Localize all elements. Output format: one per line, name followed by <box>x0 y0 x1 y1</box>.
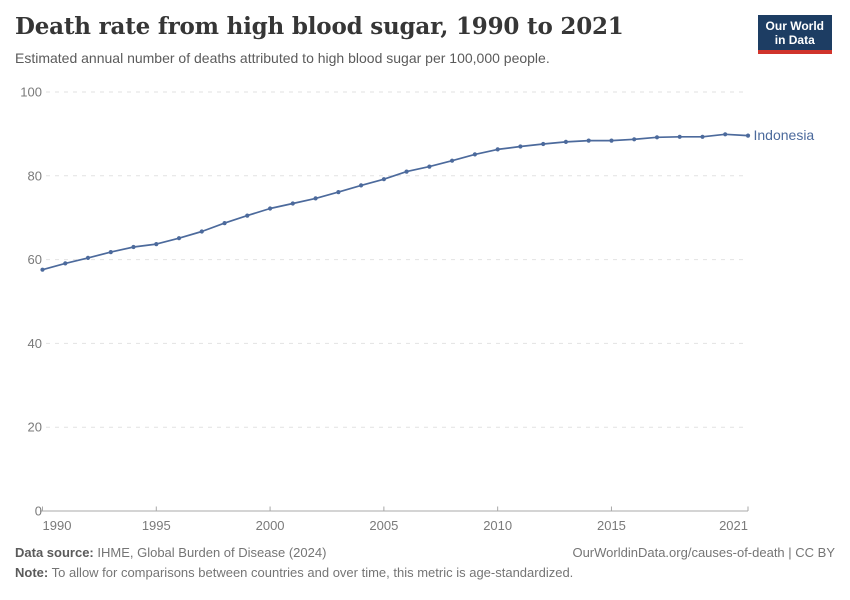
data-point <box>131 244 136 250</box>
y-tick-label: 40 <box>28 336 42 351</box>
data-line <box>41 133 749 271</box>
data-point <box>176 236 182 241</box>
y-tick-label: 20 <box>28 420 42 435</box>
x-tick-label: 1995 <box>142 518 171 533</box>
data-point <box>495 147 500 152</box>
note-text: To allow for comparisons between countri… <box>48 565 574 580</box>
owid-logo-line1: Our World <box>765 19 824 33</box>
data-point <box>381 177 386 182</box>
data-point <box>63 261 68 266</box>
data-point <box>222 221 227 226</box>
data-point <box>268 206 273 211</box>
data-point <box>541 141 546 147</box>
data-point <box>108 250 113 255</box>
chart-note: Note: To allow for comparisons between c… <box>15 565 835 580</box>
data-point <box>632 137 637 142</box>
data-point <box>290 201 295 206</box>
x-tick-label: 2000 <box>256 518 285 533</box>
data-point <box>427 164 432 169</box>
data-point <box>313 196 318 201</box>
data-point <box>472 152 477 157</box>
data-point <box>40 267 45 272</box>
y-tick-label: 80 <box>28 168 42 183</box>
series-label: Indonesia <box>754 127 815 143</box>
data-point <box>336 190 341 195</box>
data-point <box>677 134 682 139</box>
data-source-text: IHME, Global Burden of Disease (2024) <box>93 545 327 560</box>
data-point <box>518 144 523 149</box>
y-tick-label: 100 <box>20 85 42 100</box>
data-point <box>404 169 409 174</box>
data-point <box>245 213 250 218</box>
owid-logo[interactable]: Our World in Data <box>757 15 832 55</box>
data-source-label: Data source: <box>15 545 94 560</box>
data-point <box>359 183 364 188</box>
chart-subtitle: Estimated annual number of deaths attrib… <box>15 50 550 66</box>
credit-link[interactable]: OurWorldinData.org/causes-of-death | CC … <box>572 545 835 560</box>
data-point <box>199 229 204 234</box>
data-point <box>700 134 705 139</box>
chart-footer: Data source: IHME, Global Burden of Dise… <box>15 545 835 580</box>
x-tick-label: 2015 <box>597 518 626 533</box>
data-point <box>723 132 728 137</box>
data-point <box>745 133 751 138</box>
data-source: Data source: IHME, Global Burden of Dise… <box>15 545 326 560</box>
y-tick-label: 0 <box>35 504 42 519</box>
x-tick-label: 1990 <box>43 518 72 533</box>
data-point <box>450 158 455 163</box>
data-point <box>85 255 91 260</box>
data-point <box>609 138 614 143</box>
note-label: Note: <box>15 565 49 580</box>
x-tick-label: 2005 <box>369 518 398 533</box>
owid-logo-line2: in Data <box>774 33 815 48</box>
x-tick-label: 2010 <box>483 518 512 533</box>
line-chart: 0 20 40 60 80 100 1990 1995 2000 2005 2010 2015 2021… <box>20 85 815 534</box>
data-point <box>654 135 660 140</box>
data-point <box>586 138 591 143</box>
page-title: Death rate from high blood sugar, 1990 t… <box>15 13 624 40</box>
data-point <box>563 139 569 144</box>
data-point <box>154 242 159 247</box>
y-tick-label: 60 <box>28 252 42 267</box>
x-tick-label: 2021 <box>719 518 748 533</box>
